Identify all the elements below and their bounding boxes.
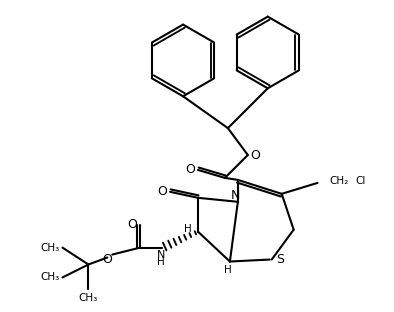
- Text: H: H: [157, 256, 165, 266]
- Text: N: N: [157, 250, 165, 260]
- Text: CH₃: CH₃: [40, 272, 59, 282]
- Text: O: O: [127, 218, 137, 231]
- Text: O: O: [250, 149, 260, 162]
- Text: CH₂: CH₂: [330, 176, 349, 186]
- Text: Cl: Cl: [355, 176, 366, 186]
- Text: O: O: [185, 163, 195, 177]
- Text: S: S: [276, 253, 284, 266]
- Text: N: N: [231, 189, 241, 202]
- Text: H: H: [184, 224, 192, 234]
- Text: CH₃: CH₃: [40, 243, 59, 253]
- Text: O: O: [102, 253, 112, 266]
- Text: H: H: [224, 266, 232, 275]
- Text: O: O: [157, 185, 167, 198]
- Text: CH₃: CH₃: [79, 293, 98, 303]
